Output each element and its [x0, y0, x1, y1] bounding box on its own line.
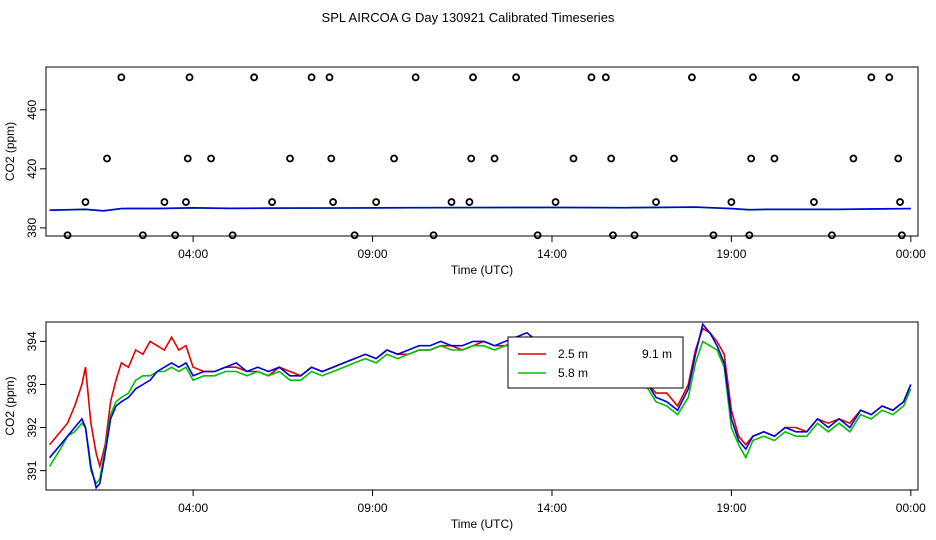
flag-point [601, 73, 610, 82]
flag-point [327, 154, 336, 163]
flag-point [670, 154, 678, 163]
flag-point [182, 198, 190, 206]
series-line-5-8-m [48, 340, 912, 486]
flag-point [512, 73, 520, 82]
flag-point [63, 231, 72, 240]
x-tick-label: 09:00 [358, 501, 388, 515]
flag-point [709, 231, 718, 240]
flag-point [609, 231, 617, 240]
y-tick-label: 394 [25, 331, 39, 351]
flag-point [250, 73, 259, 82]
x-axis-label: Time (UTC) [451, 263, 513, 277]
flag-point [411, 73, 420, 82]
y-tick-label: 380 [25, 218, 39, 238]
legend-box [507, 336, 684, 389]
legend-label: 2.5 m [558, 347, 588, 361]
x-tick-label: 09:00 [358, 247, 388, 261]
flag-point [749, 73, 757, 82]
flag-point [747, 154, 756, 163]
flag-point [745, 231, 754, 240]
flag-point [587, 73, 596, 82]
flag-point [867, 73, 876, 82]
legend-label: 5.8 m [558, 366, 588, 380]
flag-point [885, 73, 894, 82]
y-tick-label: 391 [25, 460, 39, 480]
plot-frame [45, 321, 919, 491]
series-line-9-1-m [48, 322, 912, 490]
flag-point [465, 198, 474, 206]
x-tick-label: 00:00 [896, 247, 926, 261]
flag-point [390, 154, 398, 163]
flag-point [727, 198, 736, 206]
flag-point [849, 154, 858, 163]
y-tick-label: 393 [25, 374, 39, 394]
flag-point [896, 198, 904, 206]
flag-point [350, 231, 359, 240]
flag-point [688, 73, 696, 82]
plot-frame [45, 66, 919, 237]
flag-point [810, 198, 818, 206]
flag-point [268, 198, 276, 206]
flag-point [607, 154, 616, 163]
x-tick-label: 00:00 [896, 501, 926, 515]
flag-point [103, 154, 111, 163]
flag-point [652, 198, 660, 206]
y-tick-label: 420 [25, 159, 39, 179]
flag-point [827, 231, 836, 240]
flag-point [329, 198, 337, 206]
series-line-trace [49, 206, 911, 212]
x-tick-label: 04:00 [178, 247, 208, 261]
flag-point [429, 231, 438, 240]
x-tick-label: 14:00 [537, 501, 567, 515]
flag-point [770, 154, 779, 163]
flag-point [228, 231, 237, 240]
flag-point [551, 198, 560, 206]
y-axis-label: CO2 (ppm) [3, 122, 17, 181]
figure-title: SPL AIRCOA G Day 130921 Calibrated Times… [322, 10, 615, 25]
flag-point [307, 73, 316, 82]
flag-point [447, 198, 456, 206]
flag-point [183, 154, 192, 163]
flag-point [569, 154, 578, 163]
x-tick-label: 14:00 [537, 247, 567, 261]
flag-point [81, 198, 90, 206]
legend-label: 9.1 m [642, 347, 672, 361]
flag-point [286, 154, 294, 163]
x-axis-label: Time (UTC) [451, 517, 513, 531]
flag-point [467, 154, 476, 163]
x-tick-label: 19:00 [716, 501, 746, 515]
flag-point [185, 73, 194, 82]
bottom-panel: 04:00 09:00 14:00 19:00 00:00 391 392 393 394 Tim… [3, 321, 926, 531]
y-tick-label: 460 [25, 99, 39, 119]
flag-point [894, 154, 903, 163]
flag-point [897, 231, 906, 240]
flag-point [372, 198, 381, 206]
top-panel: 04:00 09:00 14:00 19:00 00:00 380 420 460 Time (… [3, 66, 926, 277]
x-tick-label: 19:00 [716, 247, 746, 261]
y-axis-label: CO2 (ppm) [3, 376, 17, 435]
flag-point [533, 231, 542, 240]
flag-point [792, 73, 800, 82]
flag-point [325, 73, 334, 82]
flag-point [117, 73, 126, 82]
flag-point [469, 73, 477, 82]
flag-point [171, 231, 180, 240]
x-tick-label: 04:00 [178, 501, 208, 515]
flag-point [490, 154, 499, 163]
y-tick-label: 392 [25, 417, 39, 437]
flag-point [630, 231, 639, 240]
flag-point [207, 154, 215, 163]
flag-point [160, 198, 169, 206]
flag-point [138, 231, 147, 240]
series-line-2-5-m [48, 327, 912, 470]
